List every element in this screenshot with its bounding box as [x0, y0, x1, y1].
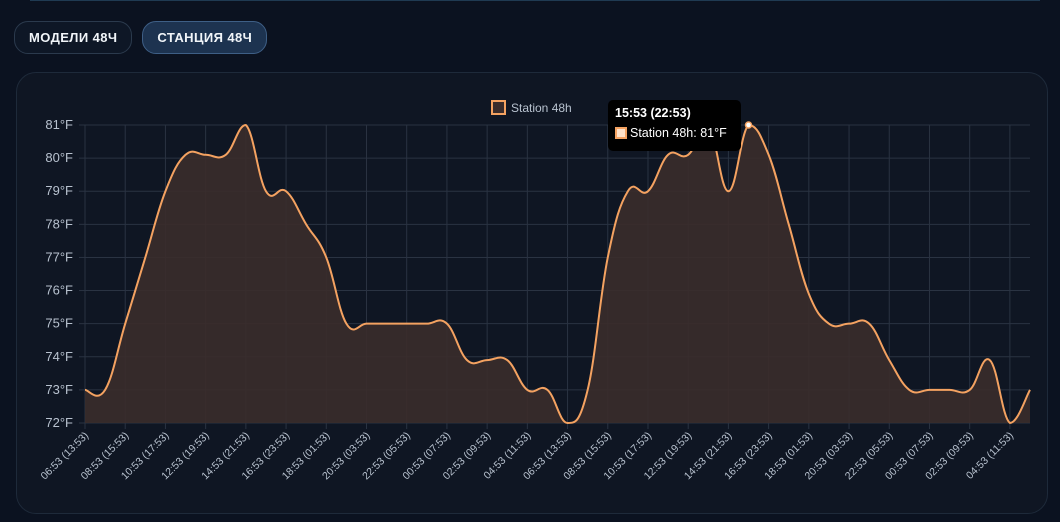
tab-models-48h[interactable]: МОДЕЛИ 48Ч	[14, 21, 133, 54]
y-tick-label: 78°F	[45, 216, 73, 231]
chart-tooltip: 15:53 (22:53) Station 48h: 81°F	[608, 100, 741, 151]
highlighted-point	[744, 121, 753, 129]
legend-label: Station 48h	[511, 101, 572, 115]
tooltip-swatch	[615, 127, 627, 139]
legend-swatch	[491, 100, 506, 115]
tab-bar: МОДЕЛИ 48Ч СТАНЦИЯ 48Ч	[14, 21, 268, 54]
tooltip-title: 15:53 (22:53)	[615, 106, 691, 120]
y-tick-label: 73°F	[45, 382, 73, 397]
y-tick-label: 74°F	[45, 349, 73, 364]
series-area-station-48h	[85, 125, 1030, 423]
y-tick-label: 77°F	[45, 249, 73, 264]
y-tick-label: 80°F	[45, 150, 73, 165]
y-tick-label: 75°F	[45, 316, 73, 331]
tab-station-48h[interactable]: СТАНЦИЯ 48Ч	[142, 21, 268, 54]
y-tick-label: 76°F	[45, 283, 73, 298]
tooltip-label: Station 48h: 81°F	[630, 126, 727, 140]
y-tick-label: 79°F	[45, 183, 73, 198]
y-tick-label: 72°F	[45, 415, 73, 430]
top-divider	[30, 0, 1040, 1]
series-line-station-48h	[84, 124, 1031, 424]
y-tick-label: 81°F	[45, 117, 73, 132]
